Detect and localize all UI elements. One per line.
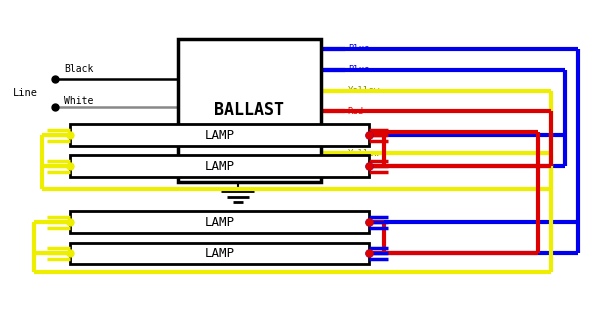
Text: White: White xyxy=(64,96,94,106)
Bar xyxy=(70,155,368,177)
Text: LAMP: LAMP xyxy=(205,216,235,229)
Text: Red: Red xyxy=(348,128,364,137)
Text: Black: Black xyxy=(64,64,94,74)
Text: Line: Line xyxy=(13,88,38,98)
Bar xyxy=(70,124,368,146)
Text: Yellow: Yellow xyxy=(348,86,380,95)
Text: Red: Red xyxy=(348,107,364,116)
Text: Yellow: Yellow xyxy=(348,149,380,158)
Text: LAMP: LAMP xyxy=(205,247,235,260)
Text: BALLAST: BALLAST xyxy=(214,101,284,119)
Bar xyxy=(70,211,368,233)
Text: Blue: Blue xyxy=(348,65,369,74)
Bar xyxy=(70,243,368,264)
Text: LAMP: LAMP xyxy=(205,160,235,173)
Bar xyxy=(178,39,321,182)
Text: LAMP: LAMP xyxy=(205,129,235,142)
Text: Blue: Blue xyxy=(348,44,369,53)
